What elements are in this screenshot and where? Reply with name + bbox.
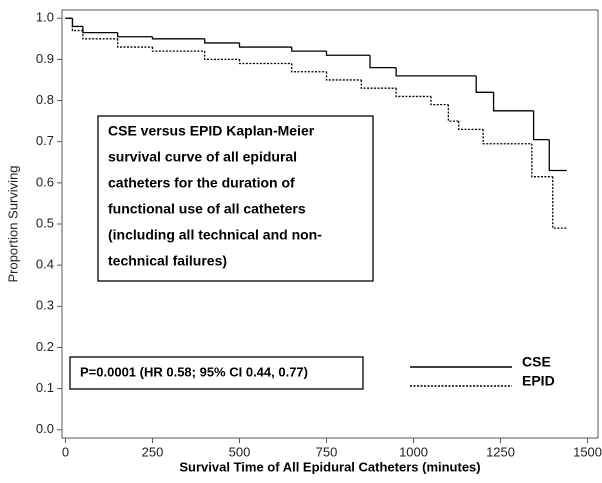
survival-step bbox=[548, 139, 567, 172]
x-tick-label: 1000 bbox=[399, 444, 428, 459]
y-axis-label: Proportion Surviving bbox=[5, 165, 20, 282]
stat-note: P=0.0001 (HR 0.58; 95% CI 0.44, 0.77) bbox=[80, 364, 308, 379]
x-axis-label: Survival Time of All Epidural Catheters … bbox=[179, 459, 480, 474]
x-tick-label: 0 bbox=[62, 444, 69, 459]
survival-step bbox=[395, 88, 431, 98]
survival-step bbox=[532, 110, 550, 141]
survival-step bbox=[395, 67, 477, 77]
annotation-line: technical failures) bbox=[108, 253, 227, 269]
legend-label: EPID bbox=[522, 373, 555, 389]
survival-step bbox=[291, 63, 327, 73]
annotation-line: survival curve of all epidural bbox=[108, 149, 297, 165]
survival-step bbox=[151, 36, 205, 40]
y-tick-label: 0.8 bbox=[36, 92, 54, 107]
survival-step bbox=[458, 121, 484, 130]
survival-step bbox=[325, 71, 362, 81]
y-tick-label: 0.1 bbox=[36, 380, 54, 395]
y-tick-label: 0.9 bbox=[36, 51, 54, 66]
survival-step bbox=[117, 38, 153, 48]
legend-label: CSE bbox=[522, 354, 551, 370]
survival-step bbox=[492, 92, 534, 112]
survival-step bbox=[82, 30, 118, 40]
annotation-line: functional use of all catheters bbox=[108, 201, 306, 217]
survival-step bbox=[531, 143, 553, 178]
y-tick-label: 0.7 bbox=[36, 133, 54, 148]
x-tick-label: 500 bbox=[229, 444, 251, 459]
y-tick-label: 0.2 bbox=[36, 339, 54, 354]
survival-step bbox=[482, 129, 532, 145]
x-tick-label: 1250 bbox=[486, 444, 515, 459]
stat-box bbox=[69, 356, 364, 390]
survival-step bbox=[552, 176, 567, 229]
survival-step bbox=[204, 38, 240, 44]
y-tick-label: 0.6 bbox=[36, 174, 54, 189]
y-tick-label: 0.3 bbox=[36, 298, 54, 313]
survival-step bbox=[430, 96, 449, 106]
survival-step bbox=[71, 18, 83, 32]
annotation-line: CSE versus EPID Kaplan-Meier bbox=[108, 123, 315, 139]
survival-step bbox=[447, 104, 459, 122]
survival-step bbox=[238, 59, 292, 65]
survival-step bbox=[71, 18, 83, 28]
y-tick-label: 0.4 bbox=[36, 257, 54, 272]
x-tick-label: 250 bbox=[142, 444, 164, 459]
x-tick-label: 750 bbox=[316, 444, 338, 459]
survival-step bbox=[369, 55, 397, 69]
survival-step bbox=[82, 26, 118, 34]
y-tick-label: 1.0 bbox=[36, 10, 54, 25]
survival-step bbox=[117, 32, 153, 38]
survival-step bbox=[291, 47, 327, 52]
survival-step bbox=[325, 51, 371, 56]
survival-step bbox=[238, 42, 292, 48]
survival-step bbox=[151, 47, 205, 52]
x-tick-label: 1500 bbox=[573, 444, 602, 459]
annotation-line: (including all technical and non- bbox=[108, 227, 322, 243]
survival-step bbox=[475, 75, 494, 93]
y-tick-label: 0.5 bbox=[36, 215, 54, 230]
survival-step bbox=[204, 51, 240, 61]
annotation-line: catheters for the duration of bbox=[108, 175, 295, 191]
survival-step bbox=[360, 79, 397, 89]
y-tick-label: 0.0 bbox=[36, 421, 54, 436]
annotation-box bbox=[97, 115, 374, 282]
